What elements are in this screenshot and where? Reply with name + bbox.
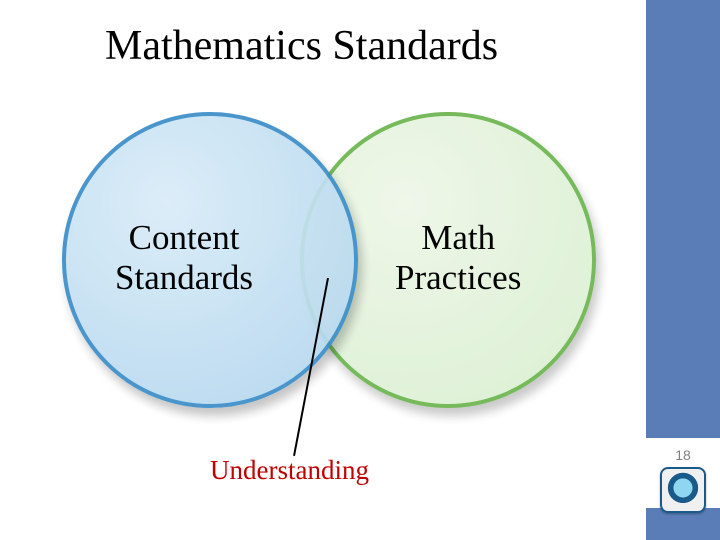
- education-logo-icon: [660, 467, 706, 513]
- caption-understanding: Understanding: [210, 455, 369, 486]
- sidebar-top: [646, 0, 720, 438]
- slide: Mathematics Standards Content Standards …: [0, 0, 720, 540]
- page-number-value: 18: [675, 447, 691, 463]
- logo-box: [646, 472, 720, 508]
- slide-title: Mathematics Standards: [105, 22, 498, 70]
- venn-label-right: Math Practices: [395, 218, 521, 299]
- venn-label-left: Content Standards: [115, 218, 253, 299]
